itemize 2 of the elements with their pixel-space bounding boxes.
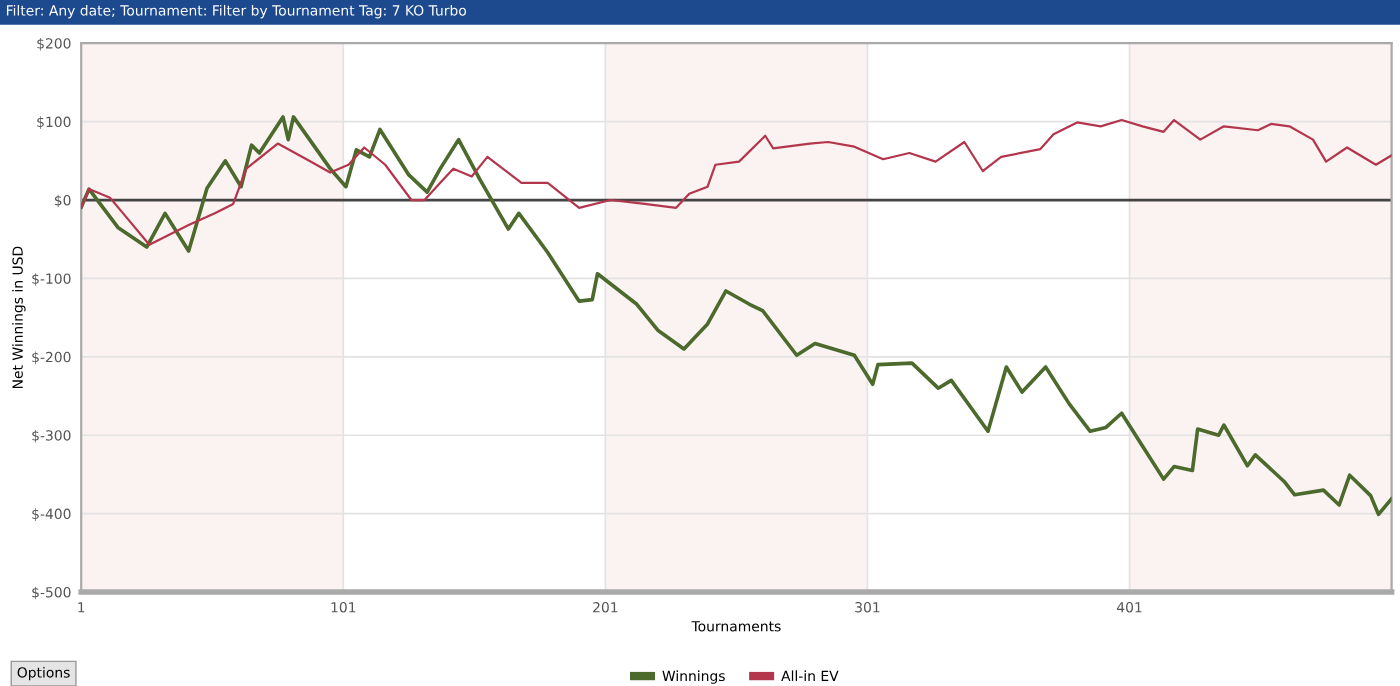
line-series	[81, 118, 1392, 246]
line-series	[81, 115, 1392, 517]
